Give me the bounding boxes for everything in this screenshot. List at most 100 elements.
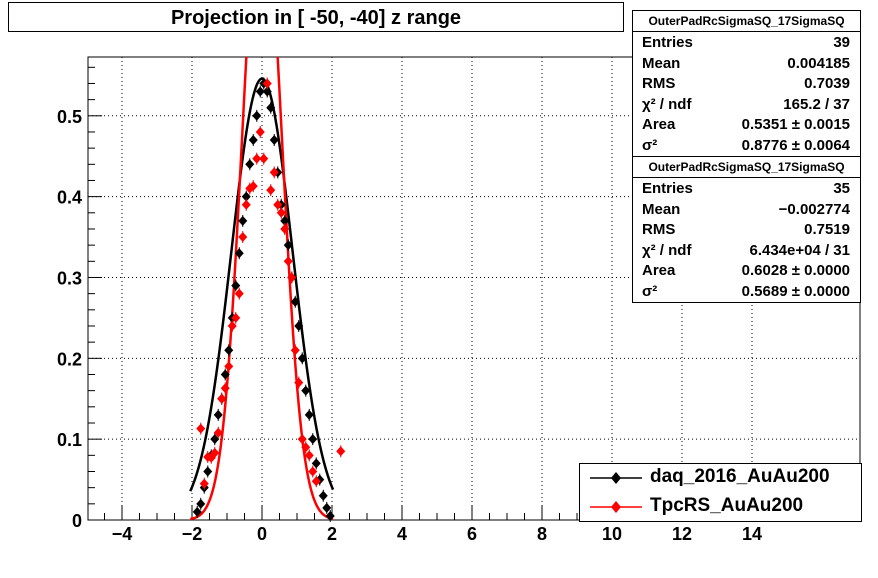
- data-point-daq: [231, 280, 241, 291]
- data-point-tpcrs: [241, 199, 251, 210]
- data-point-daq: [192, 506, 202, 517]
- stats-value: −0.002774: [778, 200, 850, 218]
- x-tick-label: 10: [602, 524, 622, 544]
- stats-value: 39: [833, 34, 850, 51]
- data-point-tpcrs: [238, 232, 248, 243]
- data-point-daq: [248, 135, 258, 146]
- stats-title: OuterPadRcSigmaSQ_17SigmaSQ: [633, 11, 860, 32]
- stats-row: Area 0.5351 ± 0.0015: [633, 114, 860, 135]
- stats-label: σ²: [642, 282, 658, 300]
- data-point-tpcrs: [234, 288, 244, 299]
- stats-label: χ² / ndf: [642, 241, 692, 259]
- data-point-daq: [297, 353, 307, 364]
- stats-row: χ² / ndf 165.2 / 37: [633, 94, 860, 115]
- x-tick-label: 4: [397, 524, 407, 544]
- y-tick-label: 0.4: [57, 188, 82, 208]
- x-tick-label: 2: [327, 524, 337, 544]
- x-tick-label: 12: [672, 524, 692, 544]
- stats-value: 0.5689 ± 0.0000: [741, 282, 850, 300]
- data-point-daq: [290, 296, 300, 307]
- data-point-tpcrs: [297, 434, 307, 445]
- stats-label: Area: [642, 262, 676, 280]
- data-point-daq: [210, 434, 220, 445]
- data-point-tpcrs: [290, 345, 300, 356]
- stats-box-1: OuterPadRcSigmaSQ_17SigmaSQ Entries 39 Me…: [632, 10, 861, 158]
- data-point-daq: [196, 498, 206, 509]
- data-point-tpcrs: [220, 383, 230, 394]
- data-point-daq: [322, 502, 332, 513]
- data-point-daq: [294, 320, 304, 331]
- data-point-tpcrs: [311, 476, 321, 487]
- data-point-tpcrs: [224, 361, 234, 372]
- data-point-tpcrs: [280, 223, 290, 234]
- data-point-tpcrs: [231, 312, 241, 323]
- y-tick-label: 0.2: [57, 349, 82, 369]
- y-tick-label: 0.3: [57, 268, 82, 288]
- data-point-tpcrs: [199, 478, 209, 489]
- data-point-daq: [269, 135, 279, 146]
- data-point-tpcrs: [308, 466, 318, 477]
- y-tick-label: 0.5: [57, 107, 82, 127]
- legend-marker-black: [590, 472, 642, 484]
- stats-label: Entries: [642, 180, 693, 197]
- data-point-tpcrs: [294, 377, 304, 388]
- x-tick-label: 6: [467, 524, 477, 544]
- stats-label: Mean: [642, 54, 681, 72]
- axes: −4 −2 0 2 4 6 8 10 12 14 0 0.1 0.2 0.3 0.4 0.5: [57, 66, 840, 544]
- stats-row: Entries 39: [633, 32, 860, 53]
- stats-value: 165.2 / 37: [783, 95, 850, 113]
- stats-value: 6.434e+04 / 31: [749, 241, 850, 259]
- data-point-daq: [252, 110, 262, 121]
- y-tick-label: 0: [72, 511, 82, 531]
- stats-row: Entries 35: [633, 178, 860, 199]
- stats-value: 0.5351 ± 0.0015: [741, 116, 850, 134]
- data-point-daq: [280, 215, 290, 226]
- x-tick-label: 8: [537, 524, 547, 544]
- data-point-daq: [266, 102, 276, 113]
- data-point-tpcrs: [276, 207, 286, 218]
- data-point-tpcrs: [304, 450, 314, 461]
- legend-label: TpcRS_AuAu200: [650, 495, 804, 516]
- x-tick-label: −2: [182, 524, 203, 544]
- stats-value: 0.7039: [804, 75, 850, 93]
- stats-label: Mean: [642, 200, 681, 218]
- legend-entry: TpcRS_AuAu200: [580, 493, 861, 521]
- stats-row: Mean 0.004185: [633, 53, 860, 74]
- data-point-daq: [301, 385, 311, 396]
- data-marks: [192, 77, 346, 522]
- legend: daq_2016_AuAu200 TpcRS_AuAu200: [579, 463, 862, 522]
- data-point-daq: [318, 490, 328, 501]
- data-point-tpcrs: [269, 167, 279, 178]
- stats-title: OuterPadRcSigmaSQ_17SigmaSQ: [633, 157, 860, 178]
- data-point-daq: [224, 345, 234, 356]
- stats-value: 0.8776 ± 0.0064: [741, 136, 850, 154]
- data-point-tpcrs: [259, 153, 269, 164]
- stats-label: RMS: [642, 75, 676, 93]
- data-point-tpcrs: [227, 320, 237, 331]
- legend-label: daq_2016_AuAu200: [650, 466, 830, 487]
- stats-label: Area: [642, 116, 676, 134]
- x-tick-label: 14: [742, 524, 762, 544]
- data-point-daq: [245, 159, 255, 170]
- data-point-tpcrs: [301, 442, 311, 453]
- data-point-daq: [234, 248, 244, 259]
- data-point-tpcrs: [217, 393, 227, 404]
- fit-curve-daq: [189, 77, 335, 492]
- data-point-tpcrs: [248, 181, 258, 192]
- legend-marker-red: [590, 501, 642, 513]
- stats-label: χ² / ndf: [642, 95, 692, 113]
- x-tick-label: 0: [257, 524, 267, 544]
- stats-value: 0.004185: [787, 54, 850, 72]
- data-point-tpcrs: [273, 199, 283, 210]
- data-point-daq: [213, 409, 223, 420]
- data-point-tpcrs: [336, 446, 346, 457]
- data-point-daq: [203, 466, 213, 477]
- stats-label: σ²: [642, 136, 658, 154]
- data-point-daq: [262, 86, 272, 97]
- stats-row: Area 0.6028 ± 0.0000: [633, 260, 860, 281]
- stats-label: RMS: [642, 221, 676, 239]
- data-point-tpcrs: [210, 447, 220, 458]
- data-point-tpcrs: [255, 126, 265, 137]
- data-point-daq: [311, 458, 321, 469]
